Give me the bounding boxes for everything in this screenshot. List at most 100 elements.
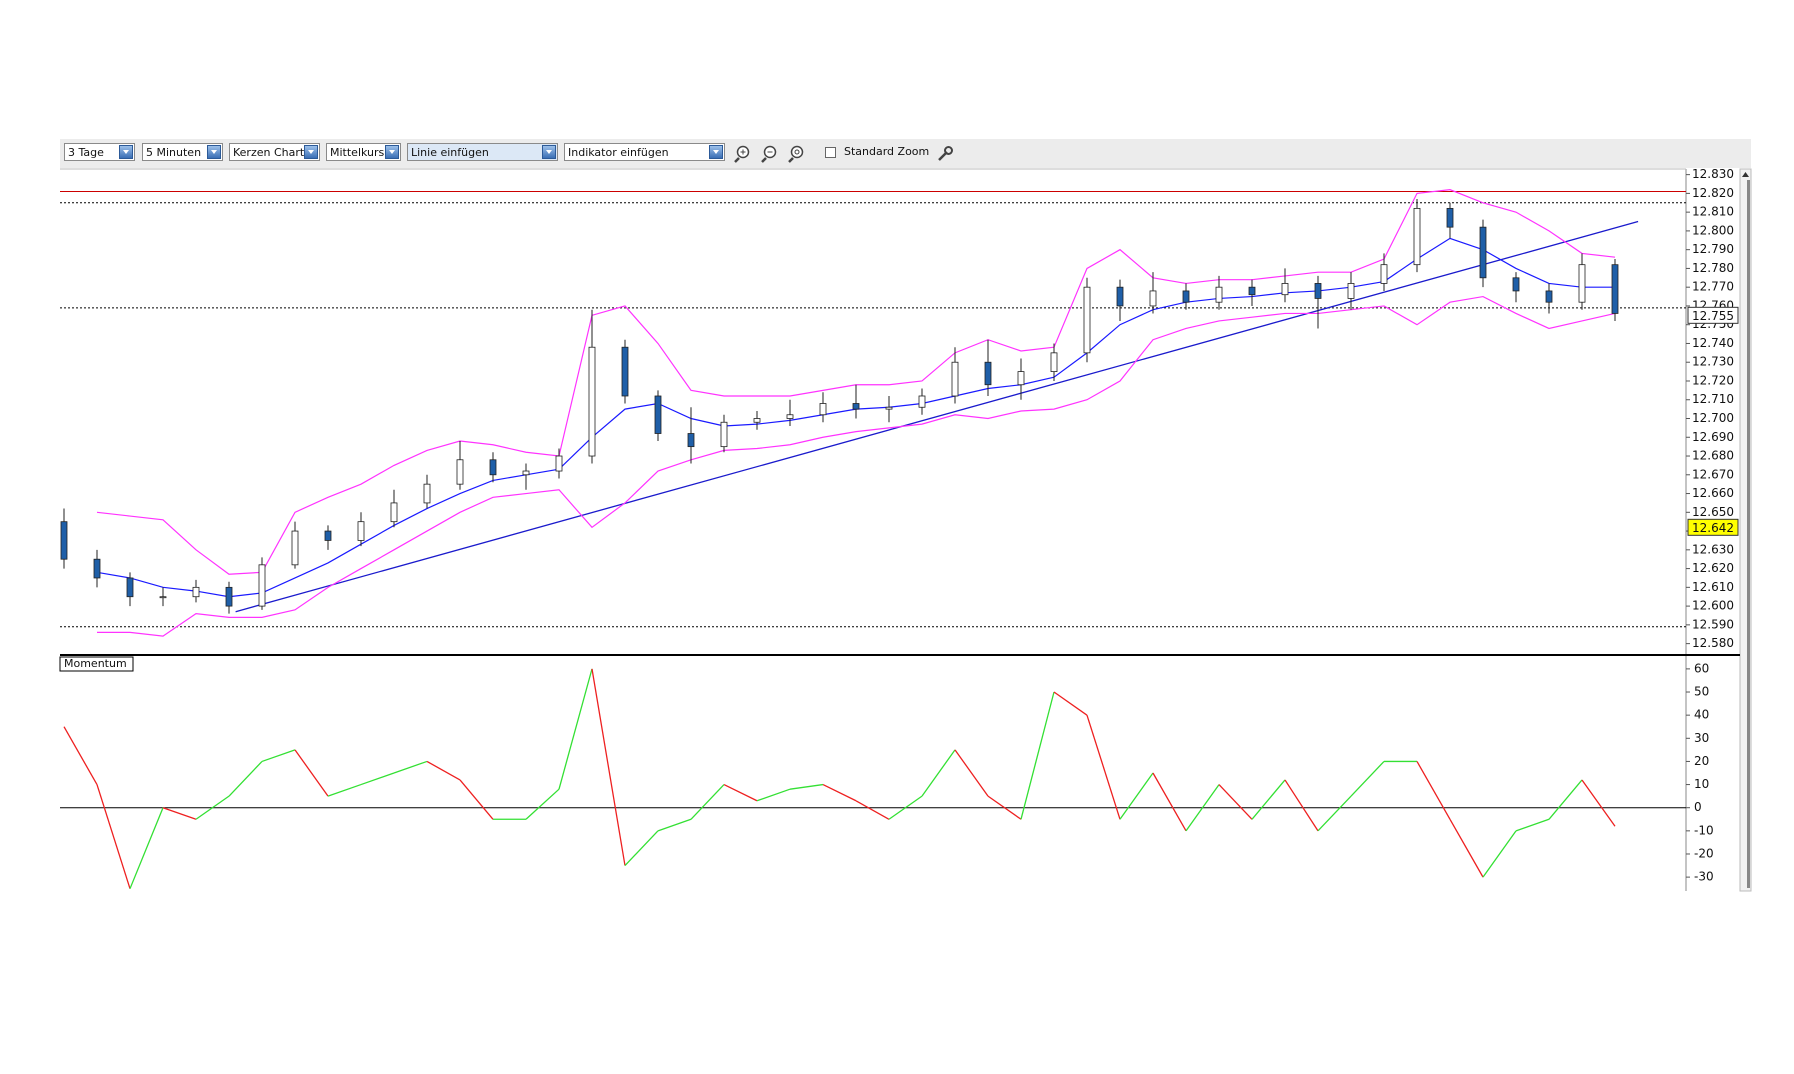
- price-type-select[interactable]: Mittelkurs: [326, 143, 401, 161]
- momentum-segment: [294, 749, 329, 797]
- momentum-segment: [657, 818, 692, 832]
- settings-icon[interactable]: [936, 145, 954, 163]
- momentum-segment: [1119, 772, 1154, 820]
- momentum-segment: [459, 779, 494, 820]
- momentum-segment: [723, 783, 758, 802]
- y-tick-label: 12.770: [1692, 280, 1734, 294]
- trend-line: [235, 220, 1639, 613]
- momentum-segment: [162, 807, 197, 820]
- y-tick-label: 12.820: [1692, 186, 1734, 200]
- momentum-segment: [558, 668, 593, 790]
- y-tick-label: 12.590: [1692, 617, 1734, 631]
- candle-body: [1116, 286, 1124, 307]
- line-select[interactable]: Linie einfügen: [407, 143, 558, 161]
- y-tick-label: 12.600: [1692, 599, 1734, 613]
- momentum-segment: [1284, 779, 1319, 832]
- momentum-segment: [690, 784, 725, 820]
- zoom-out[interactable]: [761, 145, 777, 163]
- candle-body: [786, 414, 794, 419]
- candle-body: [357, 521, 365, 541]
- y-tick-label: 12.790: [1692, 242, 1734, 256]
- momentum-segment: [1515, 818, 1550, 832]
- momentum-segment: [822, 783, 857, 802]
- momentum-segment: [591, 668, 626, 866]
- momentum-segment: [1482, 830, 1517, 878]
- momentum-segment: [195, 795, 230, 820]
- candle-body: [885, 406, 893, 410]
- y-tick-label: -20: [1694, 846, 1714, 860]
- y-tick-label: 12.580: [1692, 636, 1734, 650]
- candle-body: [1083, 286, 1091, 354]
- momentum-segment: [1581, 779, 1616, 827]
- momentum-segment: [228, 760, 263, 797]
- line-label: Linie einfügen: [411, 146, 489, 159]
- candle-body: [1149, 290, 1157, 307]
- y-tick-label: 12.670: [1692, 467, 1734, 481]
- price-type-label: Mittelkurs: [330, 146, 385, 159]
- y-tick-label: 50: [1694, 685, 1709, 699]
- period-label: 3 Tage: [68, 146, 104, 159]
- candle-body: [1248, 286, 1256, 296]
- candle-body: [258, 564, 266, 607]
- momentum-segment: [129, 807, 164, 889]
- y-tick-label: 60: [1694, 661, 1709, 675]
- candle-body: [1512, 277, 1520, 292]
- zoom-checkbox[interactable]: [825, 147, 836, 158]
- candle-body: [951, 361, 959, 397]
- band-line: [97, 295, 1616, 637]
- candle-body: [852, 403, 860, 410]
- momentum-segment: [327, 783, 362, 797]
- scroll-thumb[interactable]: [1747, 180, 1750, 888]
- price-marker-label: 12.755: [1692, 309, 1734, 323]
- band-line: [96, 189, 1616, 575]
- y-tick-label: -30: [1694, 870, 1714, 884]
- momentum-segment: [1020, 691, 1055, 820]
- candle-body: [621, 346, 629, 397]
- zoom-in[interactable]: [734, 145, 750, 163]
- y-tick-label: 12.700: [1692, 411, 1734, 425]
- indicator-tag: [59, 656, 134, 672]
- momentum-segment: [624, 830, 659, 866]
- y-tick-label: 12.830: [1692, 167, 1734, 181]
- y-tick-label: 12.810: [1692, 205, 1734, 219]
- candle-body: [654, 395, 662, 434]
- y-tick-label: 20: [1694, 754, 1709, 768]
- y-tick-label: 12.660: [1692, 486, 1734, 500]
- momentum-segment: [1251, 779, 1286, 820]
- momentum-segment: [1416, 761, 1451, 820]
- price-marker: [1687, 306, 1739, 324]
- momentum-segment: [525, 788, 560, 820]
- momentum-segment: [888, 795, 923, 820]
- momentum-segment: [1449, 818, 1484, 878]
- scrollbar[interactable]: [1739, 168, 1752, 892]
- y-tick-label: 12.690: [1692, 430, 1734, 444]
- toolbar: 3 Tage 5 Minuten Kerzen Chart Mittelkurs…: [60, 139, 1751, 168]
- interval-select[interactable]: 5 Minuten: [142, 143, 223, 161]
- chart-type-select[interactable]: Kerzen Chart: [229, 143, 320, 161]
- candle-body: [555, 455, 563, 472]
- momentum-segment: [954, 749, 989, 797]
- price-marker: [1687, 518, 1739, 536]
- candle-body: [126, 577, 134, 598]
- momentum-segment: [756, 788, 791, 802]
- indicator-select[interactable]: Indikator einfügen: [564, 143, 725, 161]
- candle-body: [423, 483, 431, 504]
- candle-body: [291, 530, 299, 566]
- candle-body: [1182, 290, 1190, 303]
- momentum-segment: [1152, 772, 1187, 832]
- candle-body: [1050, 352, 1058, 373]
- momentum-segment: [1185, 784, 1220, 832]
- candle-body: [1611, 264, 1619, 314]
- candle-body: [60, 521, 68, 560]
- momentum-segment: [393, 760, 428, 774]
- candle-body: [1479, 226, 1487, 279]
- candle-body: [984, 361, 992, 386]
- period-select[interactable]: 3 Tage: [64, 143, 135, 161]
- candle-body: [225, 586, 233, 607]
- y-tick-label: -10: [1694, 823, 1714, 837]
- candle-body: [192, 586, 200, 598]
- candle-body: [1446, 207, 1454, 228]
- zoom-reset[interactable]: [788, 145, 804, 163]
- candle-body: [918, 395, 926, 408]
